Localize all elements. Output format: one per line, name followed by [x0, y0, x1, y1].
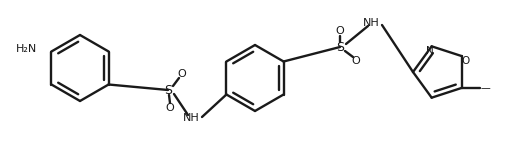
Text: O: O — [461, 56, 469, 66]
Text: O: O — [351, 56, 360, 66]
Text: S: S — [335, 41, 344, 53]
Text: O: O — [177, 69, 186, 79]
Text: O: O — [165, 103, 174, 113]
Text: —: — — [480, 83, 490, 93]
Text: S: S — [164, 83, 172, 96]
Text: NH: NH — [182, 113, 199, 123]
Text: NH: NH — [362, 18, 379, 28]
Text: H₂N: H₂N — [16, 44, 37, 53]
Text: O: O — [335, 26, 344, 36]
Text: N: N — [425, 46, 433, 56]
